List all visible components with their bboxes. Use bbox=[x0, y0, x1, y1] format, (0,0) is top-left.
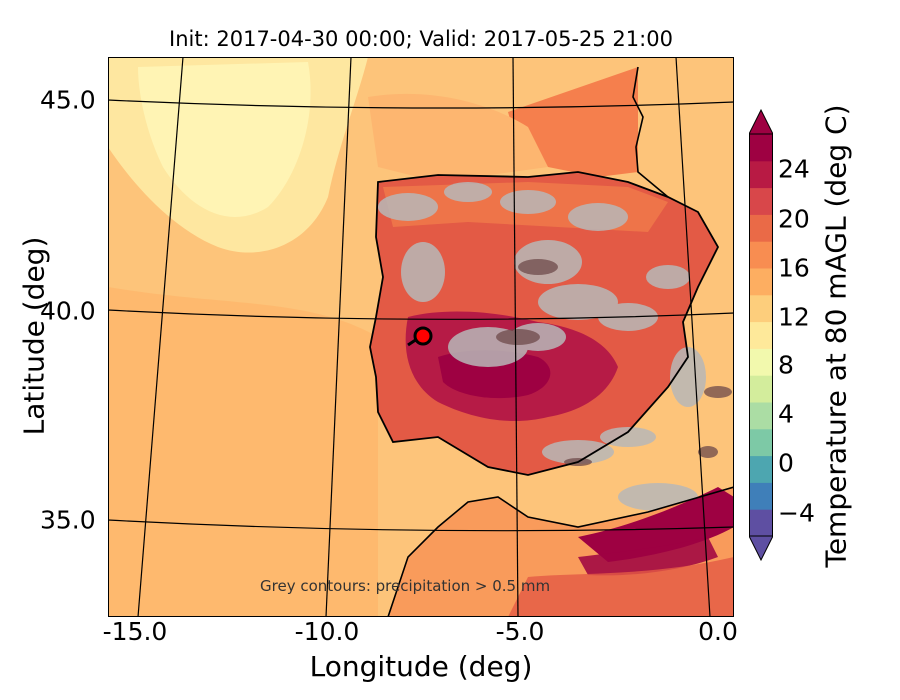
north-africa-warm bbox=[508, 557, 734, 617]
y-tick-label: 45.0 bbox=[40, 85, 96, 115]
colorbar-band bbox=[749, 455, 773, 483]
colorbar-tick-label: 0 bbox=[778, 448, 794, 478]
colorbar-band bbox=[749, 214, 773, 242]
colorbar-band bbox=[749, 160, 773, 189]
y-axis-label: Latitude (deg) bbox=[17, 236, 51, 436]
colorbar-label: Temperature at 80 mAGL (deg C) bbox=[819, 104, 853, 568]
x-tick-label: -10.0 bbox=[294, 617, 360, 646]
colorbar-extend-bottom bbox=[749, 535, 773, 562]
colorbar-tick-label: 20 bbox=[778, 204, 810, 234]
colorbar-tick-label: 24 bbox=[778, 154, 810, 184]
x-tick-label: 0.0 bbox=[698, 617, 738, 646]
map-plot bbox=[108, 57, 734, 617]
colorbar-band bbox=[749, 402, 773, 430]
colorbar-tick-label: −4 bbox=[778, 498, 815, 528]
x-axis-label: Longitude (deg) bbox=[309, 650, 533, 683]
dark-precip-patches bbox=[496, 259, 732, 466]
north-africa-hot-2 bbox=[578, 537, 718, 576]
location-marker bbox=[413, 326, 433, 346]
x-tick-label: -5.0 bbox=[495, 617, 545, 646]
coastline-iberia bbox=[369, 171, 720, 476]
colorbar-band bbox=[749, 294, 773, 323]
colorbar-band bbox=[749, 375, 773, 403]
graticule bbox=[108, 57, 734, 617]
colorbar-band bbox=[749, 268, 773, 296]
x-tick-label: -15.0 bbox=[102, 617, 168, 646]
colorbar-band bbox=[749, 348, 773, 376]
coastline-africa bbox=[387, 486, 734, 617]
colorbar-extend-top bbox=[749, 108, 773, 135]
colorbar-band bbox=[749, 241, 773, 269]
y-tick-label: 35.0 bbox=[40, 505, 96, 535]
colorbar-band bbox=[749, 509, 773, 537]
colorbar-band bbox=[749, 482, 773, 510]
ocean-warm-south bbox=[108, 287, 378, 617]
colorbar-tick-label: 16 bbox=[778, 253, 810, 283]
plot-title: Init: 2017-04-30 00:00; Valid: 2017-05-2… bbox=[169, 27, 673, 51]
coastline-france bbox=[632, 66, 669, 198]
colorbar bbox=[749, 108, 773, 562]
y-tick-label: 40.0 bbox=[40, 296, 96, 326]
precip-annotation: Grey contours: precipitation > 0.5 mm bbox=[260, 577, 551, 595]
ocean-coolest-region bbox=[138, 62, 311, 218]
biscay-region bbox=[368, 93, 548, 182]
colorbar-band bbox=[749, 321, 773, 349]
colorbar-tick-label: 4 bbox=[778, 399, 794, 429]
colorbar-band bbox=[749, 134, 773, 162]
france-warm-region bbox=[508, 67, 638, 177]
colorbar-tick-label: 12 bbox=[778, 302, 810, 332]
colorbar-band bbox=[749, 187, 773, 215]
colorbar-band bbox=[749, 428, 773, 457]
colorbar-tick-label: 8 bbox=[778, 350, 794, 380]
